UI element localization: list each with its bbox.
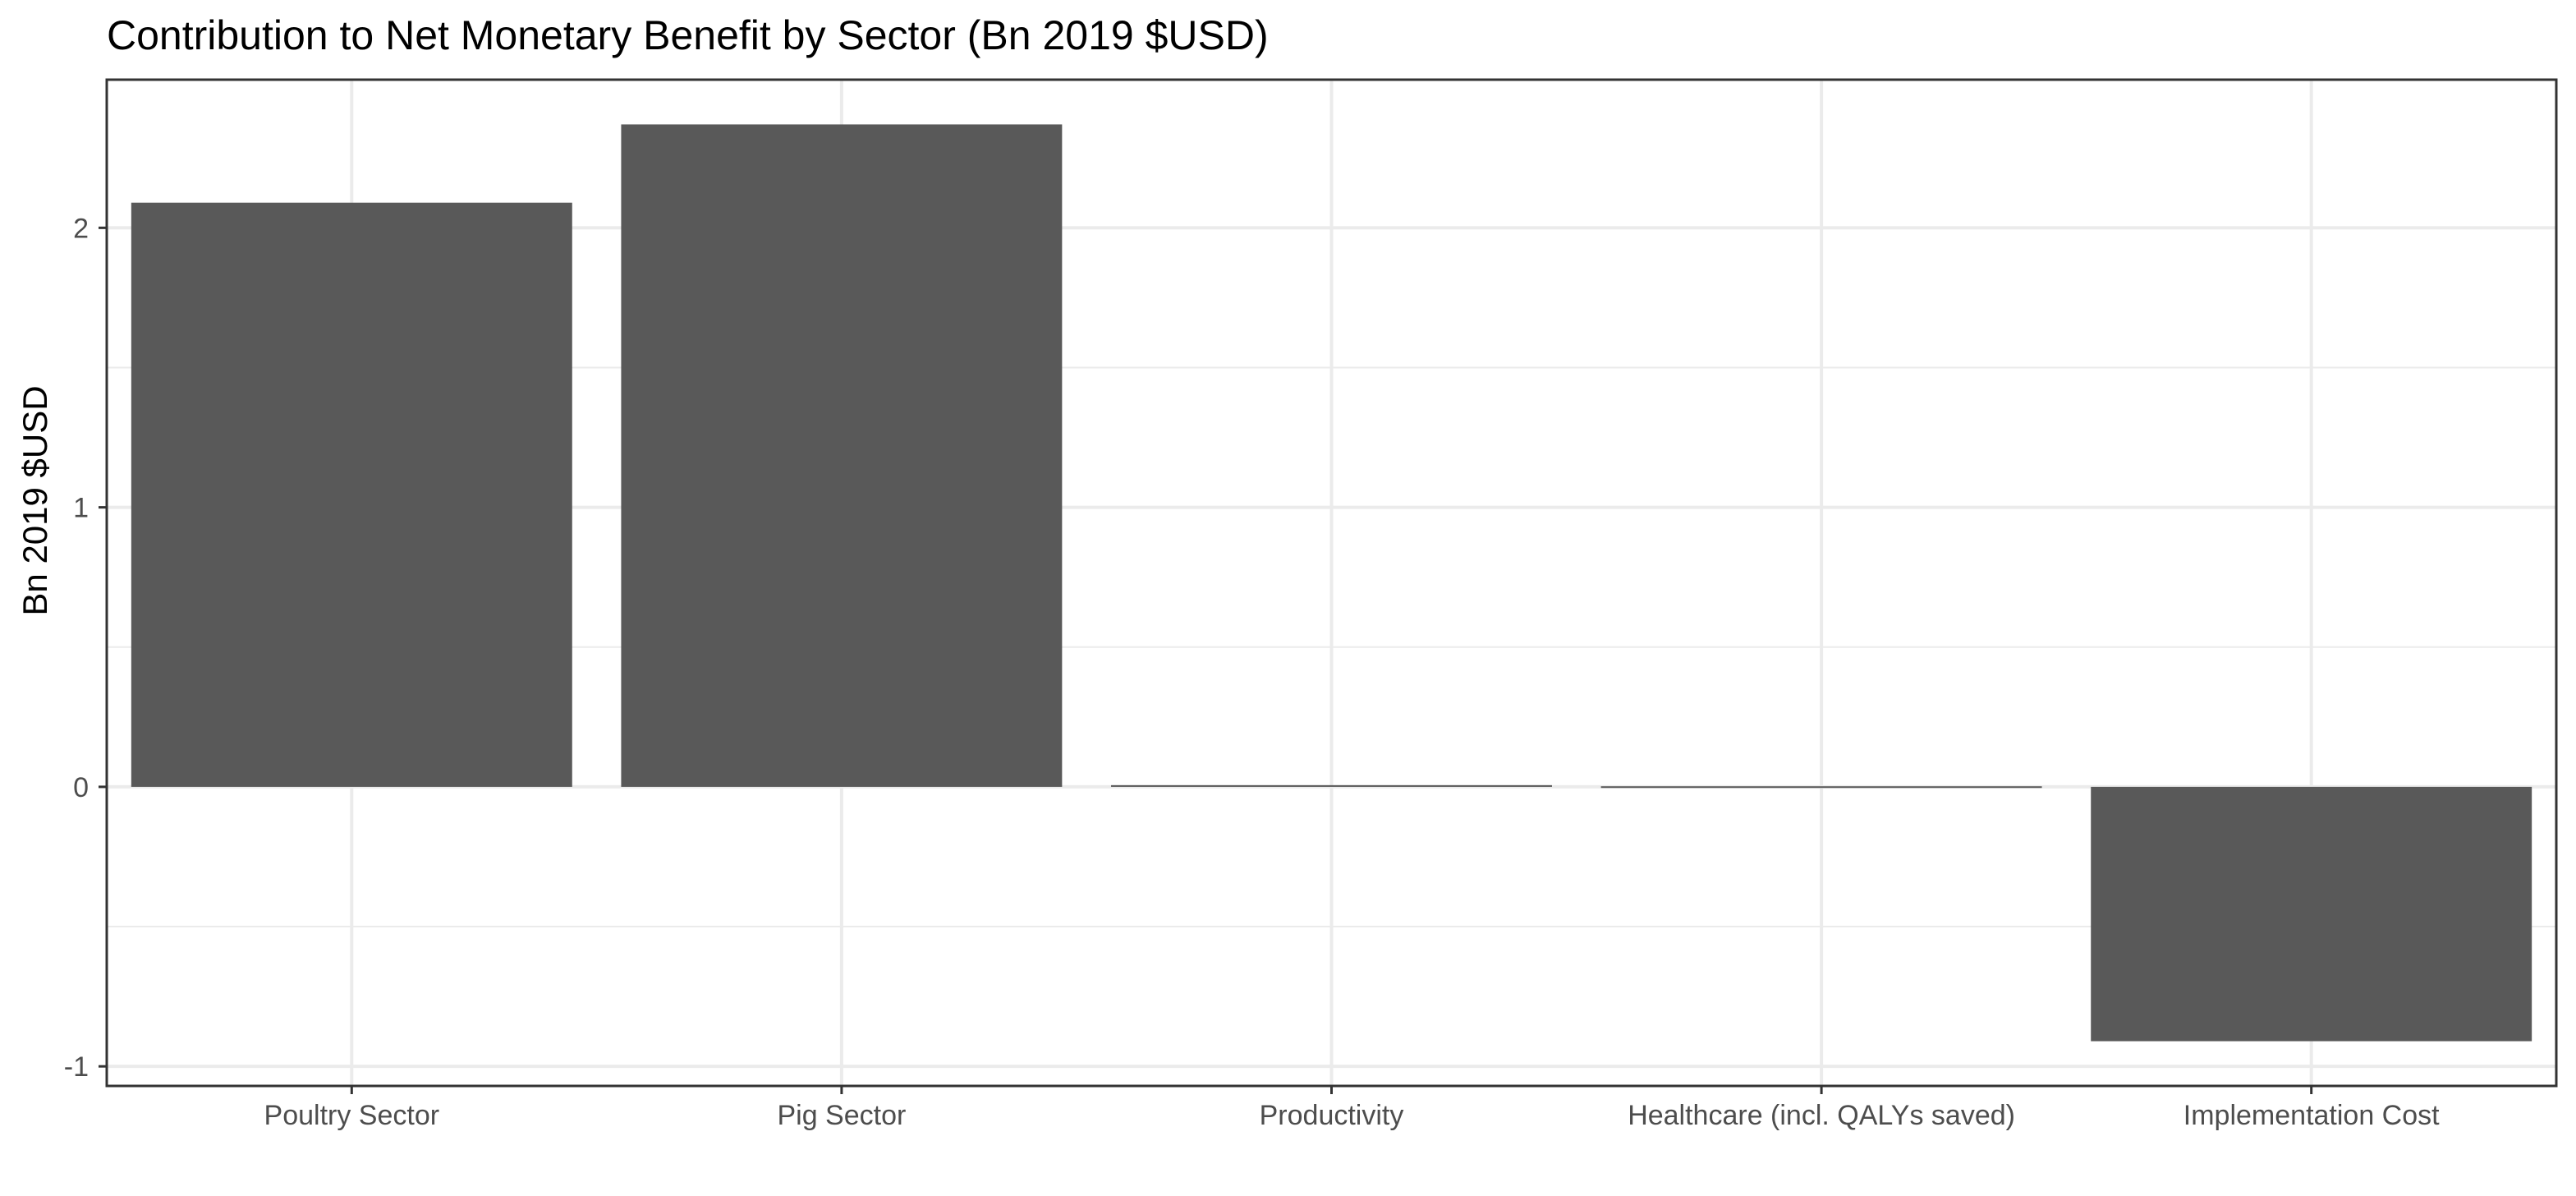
bars bbox=[131, 124, 2532, 1042]
x-tick-label: Productivity bbox=[1260, 1100, 1404, 1131]
y-tick-label: 2 bbox=[73, 213, 89, 244]
y-axis-title: Bn 2019 $USD bbox=[16, 385, 54, 615]
x-tick-label: Pig Sector bbox=[777, 1100, 906, 1131]
chart-title: Contribution to Net Monetary Benefit by … bbox=[107, 12, 1269, 58]
x-tick-label: Implementation Cost bbox=[2183, 1100, 2440, 1131]
bar bbox=[621, 124, 1063, 787]
bar bbox=[1111, 784, 1552, 787]
x-tick-label: Poultry Sector bbox=[264, 1100, 440, 1131]
y-tick-label: 0 bbox=[73, 772, 89, 803]
y-tick-label: -1 bbox=[64, 1051, 89, 1083]
y-tick-label: 1 bbox=[73, 493, 89, 524]
bar bbox=[2091, 786, 2532, 1042]
x-tick-label: Healthcare (incl. QALYs saved) bbox=[1628, 1100, 2015, 1131]
bar bbox=[1600, 786, 2042, 789]
bar bbox=[131, 202, 572, 787]
axes: -1 0 1 2 Poultry Sector Pig Sector Productivit… bbox=[64, 213, 2440, 1131]
